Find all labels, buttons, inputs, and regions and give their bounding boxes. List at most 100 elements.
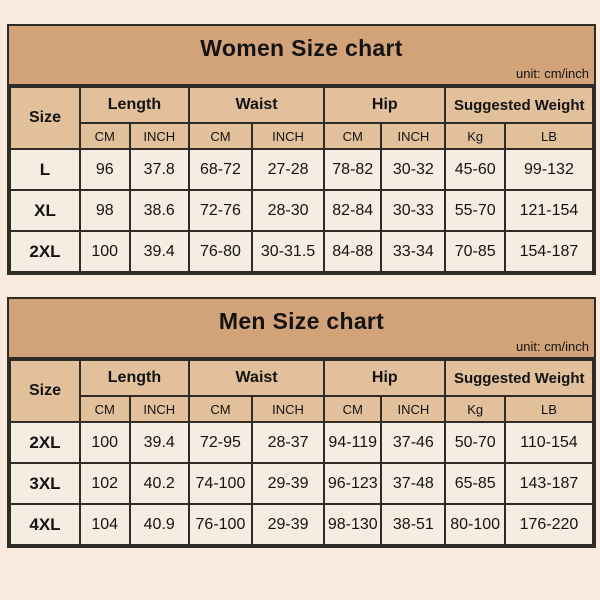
- waist-cm-cell: 74-100: [187, 462, 253, 505]
- waist-cm-cell: 72-95: [187, 421, 253, 464]
- size-cell: 2XL: [9, 230, 81, 273]
- men-col-header-size: Size: [9, 359, 81, 423]
- table-row: 4XL 104 40.9 76-100 29-39 98-130 38-51 8…: [9, 503, 595, 546]
- waist-inch-cell: 29-39: [250, 503, 326, 546]
- waist-cm-cell: 68-72: [187, 148, 253, 191]
- table-row: L 96 37.8 68-72 27-28 78-82 30-32 45-60 …: [9, 148, 595, 191]
- hip-inch-cell: 30-33: [380, 189, 447, 232]
- men-subheader-length-inch: INCH: [128, 395, 190, 423]
- size-cell: 3XL: [9, 462, 81, 505]
- kg-cell: 50-70: [444, 421, 506, 464]
- women-size-chart: Women Size chart unit: cm/inch Size Leng…: [7, 24, 596, 275]
- lb-cell: 176-220: [503, 503, 595, 546]
- men-col-header-hip: Hip: [323, 359, 447, 397]
- men-subheader-hip-inch: INCH: [380, 395, 447, 423]
- women-chart-title: Women Size chart: [200, 35, 403, 61]
- hip-inch-cell: 37-48: [380, 462, 447, 505]
- length-cm-cell: 100: [78, 421, 131, 464]
- length-cm-cell: 104: [78, 503, 131, 546]
- hip-inch-cell: 37-46: [380, 421, 447, 464]
- men-subheader-waist-inch: INCH: [250, 395, 326, 423]
- length-cm-cell: 96: [78, 148, 131, 191]
- men-size-chart: Men Size chart unit: cm/inch Size Length…: [7, 297, 596, 548]
- table-row: 3XL 102 40.2 74-100 29-39 96-123 37-48 6…: [9, 462, 595, 505]
- waist-inch-cell: 30-31.5: [250, 230, 326, 273]
- women-col-header-size: Size: [9, 86, 81, 150]
- length-inch-cell: 40.2: [128, 462, 190, 505]
- women-subheader-waist-cm: CM: [187, 122, 253, 150]
- kg-cell: 55-70: [444, 189, 506, 232]
- length-inch-cell: 39.4: [128, 421, 190, 464]
- women-col-header-weight: Suggested Weight: [444, 86, 594, 124]
- lb-cell: 143-187: [503, 462, 595, 505]
- size-cell: 2XL: [9, 421, 81, 464]
- table-row: 2XL 100 39.4 76-80 30-31.5 84-88 33-34 7…: [9, 230, 595, 273]
- hip-cm-cell: 82-84: [323, 189, 383, 232]
- length-cm-cell: 98: [78, 189, 131, 232]
- hip-cm-cell: 94-119: [323, 421, 383, 464]
- lb-cell: 121-154: [503, 189, 595, 232]
- kg-cell: 45-60: [444, 148, 506, 191]
- hip-cm-cell: 98-130: [323, 503, 383, 546]
- men-col-header-length: Length: [78, 359, 190, 397]
- women-subheader-hip-cm: CM: [323, 122, 383, 150]
- women-subheader-lb: LB: [503, 122, 595, 150]
- women-group-header-row: Size Length Waist Hip Suggested Weight: [9, 86, 594, 150]
- waist-inch-cell: 27-28: [250, 148, 326, 191]
- men-subheader-hip-cm: CM: [323, 395, 383, 423]
- women-sub-header-row: CM INCH CM INCH CM INCH Kg LB: [10, 122, 595, 150]
- men-sub-header-row: CM INCH CM INCH CM INCH Kg LB: [10, 395, 595, 423]
- men-unit-label: unit: cm/inch: [516, 339, 589, 354]
- hip-inch-cell: 30-32: [380, 148, 447, 191]
- men-title-band: Men Size chart unit: cm/inch: [9, 299, 594, 359]
- length-inch-cell: 38.6: [128, 189, 190, 232]
- length-inch-cell: 37.8: [128, 148, 190, 191]
- waist-cm-cell: 72-76: [187, 189, 253, 232]
- waist-cm-cell: 76-100: [187, 503, 253, 546]
- women-subheader-waist-inch: INCH: [250, 122, 326, 150]
- kg-cell: 80-100: [444, 503, 506, 546]
- lb-cell: 154-187: [503, 230, 595, 273]
- women-subheader-length-cm: CM: [78, 122, 131, 150]
- length-inch-cell: 39.4: [128, 230, 190, 273]
- women-title-band: Women Size chart unit: cm/inch: [9, 26, 594, 86]
- length-inch-cell: 40.9: [128, 503, 190, 546]
- women-col-header-length: Length: [78, 86, 190, 124]
- men-size-table: Size Length Waist Hip Suggested Weight C…: [9, 359, 595, 546]
- table-row: 2XL 100 39.4 72-95 28-37 94-119 37-46 50…: [9, 421, 595, 464]
- hip-cm-cell: 84-88: [323, 230, 383, 273]
- men-subheader-length-cm: CM: [78, 395, 131, 423]
- women-subheader-hip-inch: INCH: [380, 122, 447, 150]
- waist-inch-cell: 29-39: [250, 462, 326, 505]
- kg-cell: 70-85: [444, 230, 506, 273]
- table-row: XL 98 38.6 72-76 28-30 82-84 30-33 55-70…: [9, 189, 595, 232]
- waist-cm-cell: 76-80: [187, 230, 253, 273]
- length-cm-cell: 100: [78, 230, 131, 273]
- length-cm-cell: 102: [78, 462, 131, 505]
- men-col-header-waist: Waist: [187, 359, 326, 397]
- men-group-header-row: Size Length Waist Hip Suggested Weight: [9, 359, 594, 423]
- size-cell: 4XL: [9, 503, 81, 546]
- women-size-table: Size Length Waist Hip Suggested Weight C…: [9, 86, 595, 273]
- men-chart-title: Men Size chart: [218, 308, 385, 334]
- size-cell: XL: [9, 189, 81, 232]
- kg-cell: 65-85: [444, 462, 506, 505]
- hip-inch-cell: 33-34: [380, 230, 447, 273]
- women-unit-label: unit: cm/inch: [516, 66, 589, 81]
- men-subheader-waist-cm: CM: [187, 395, 253, 423]
- size-cell: L: [9, 148, 81, 191]
- men-subheader-kg: Kg: [444, 395, 506, 423]
- hip-cm-cell: 96-123: [323, 462, 383, 505]
- women-col-header-hip: Hip: [323, 86, 447, 124]
- women-subheader-length-inch: INCH: [128, 122, 190, 150]
- waist-inch-cell: 28-37: [250, 421, 326, 464]
- men-subheader-lb: LB: [503, 395, 595, 423]
- hip-inch-cell: 38-51: [380, 503, 447, 546]
- women-col-header-waist: Waist: [187, 86, 326, 124]
- lb-cell: 110-154: [503, 421, 595, 464]
- lb-cell: 99-132: [503, 148, 595, 191]
- waist-inch-cell: 28-30: [250, 189, 326, 232]
- women-subheader-kg: Kg: [444, 122, 506, 150]
- men-col-header-weight: Suggested Weight: [444, 359, 594, 397]
- hip-cm-cell: 78-82: [323, 148, 383, 191]
